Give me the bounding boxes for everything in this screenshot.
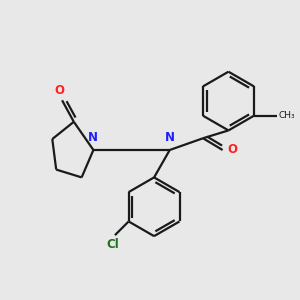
Text: Cl: Cl — [106, 238, 119, 251]
Text: O: O — [54, 84, 64, 97]
Text: O: O — [227, 143, 237, 156]
Text: N: N — [165, 131, 175, 144]
Text: CH₃: CH₃ — [279, 111, 295, 120]
Text: N: N — [88, 131, 98, 144]
